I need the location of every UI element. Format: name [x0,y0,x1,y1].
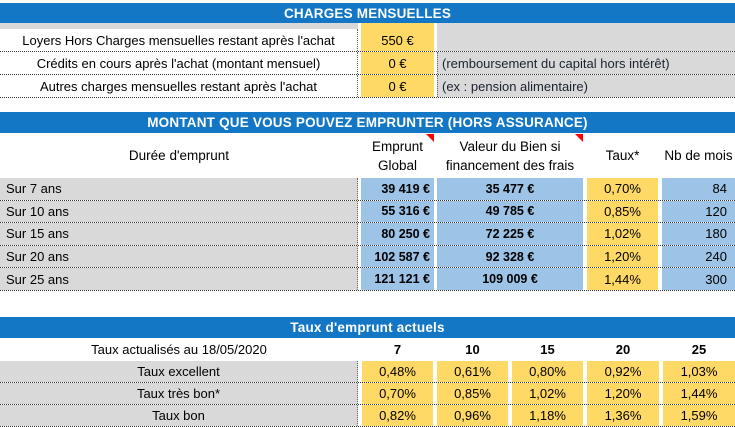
table-row: Taux très bon* 0,70% 0,85% 1,02% 1,20% 1… [0,382,735,405]
valeur-bien-cell: 49 785 € [437,200,583,223]
column-header-label: Valeur du Bien si financement des frais [445,138,575,173]
taux-value-cell: 1,36% [587,404,659,426]
taux-value-cell: 1,03% [663,360,735,382]
section-title-bar: MONTANT QUE VOUS POUVEZ EMPRUNTER (HORS … [0,112,735,133]
charge-label: Loyers Hors Charges mensuelles restant a… [0,29,358,51]
column-header-25: 25 [691,341,707,357]
taux-cell: 1,20% [587,245,658,268]
column-header-nb-mois: Nb de mois [664,148,733,163]
valeur-bien-cell: 92 328 € [437,245,583,268]
charge-value-input[interactable]: 550 € [361,29,434,51]
column-header-duree: Durée d'emprunt [128,148,230,163]
section-title-bar: CHARGES MENSUELLES [0,3,735,23]
emprunt-global-cell: 102 587 € [361,245,434,268]
taux-row-label: Taux bon [0,404,358,426]
taux-value-cell: 0,96% [437,404,508,426]
column-header-row: Taux actualisés au 18/05/2020 7 10 15 20… [0,338,735,361]
taux-value-cell: 1,18% [512,404,583,426]
nb-mois-cell: 180 [662,223,735,245]
table-row: Sur 20 ans 102 587 € 92 328 € 1,20% 240 [0,245,735,269]
taux-value-cell: 0,85% [437,382,508,404]
spacer-cell [361,23,434,29]
valeur-bien-cell: 109 009 € [437,268,583,290]
column-header-7: 7 [393,341,402,357]
taux-row-label: Taux excellent [0,360,358,382]
taux-value-cell: 1,02% [512,382,583,404]
taux-value-cell: 0,82% [362,404,433,426]
charge-label: Crédits en cours après l'achat (montant … [0,52,358,74]
comment-indicator-icon [575,134,583,142]
column-header-row: Durée d'emprunt Emprunt Global Valeur du… [0,133,735,178]
section-title-bar: Taux d'emprunt actuels [0,316,735,338]
nb-mois-cell: 84 [662,178,735,200]
section-taux-actuels: Taux d'emprunt actuels Taux actualisés a… [0,316,735,427]
column-header-label: Emprunt Global [371,138,424,173]
charge-note: (ex : pension alimentaire) [437,75,735,97]
section-title: MONTANT QUE VOUS POUVEZ EMPRUNTER (HORS … [147,115,588,130]
table-row: Loyers Hors Charges mensuelles restant a… [0,29,735,52]
duree-cell: Sur 15 ans [0,223,358,245]
taux-value-cell: 0,61% [437,360,508,382]
emprunt-global-cell: 39 419 € [361,178,434,200]
taux-date-label: Taux actualisés au 18/05/2020 [91,341,267,357]
valeur-bien-cell: 72 225 € [437,223,583,245]
valeur-bien-cell: 35 477 € [437,178,583,200]
taux-value-cell: 0,92% [587,360,659,382]
taux-value-cell: 0,80% [512,360,583,382]
table-row: Autres charges mensuelles restant après … [0,75,735,98]
column-header-20: 20 [615,341,631,357]
table-row: Sur 10 ans 55 316 € 49 785 € 0,85% 120 [0,200,735,224]
column-header-15: 15 [540,341,555,357]
section-charges-mensuelles: CHARGES MENSUELLES Loyers Hors Charges m… [0,3,735,98]
nb-mois-cell: 300 [662,268,735,290]
taux-cell: 1,02% [587,223,658,245]
table-row: Sur 25 ans 121 121 € 109 009 € 1,44% 300 [0,268,735,291]
taux-value-cell: 0,70% [362,382,433,404]
taux-cell: 0,70% [587,178,658,200]
taux-row-label: Taux très bon* [0,382,358,404]
section-title: CHARGES MENSUELLES [283,5,452,21]
duree-cell: Sur 25 ans [0,268,358,290]
column-header-taux: Taux* [605,148,640,163]
emprunt-global-cell: 55 316 € [361,200,434,223]
taux-value-cell: 1,20% [587,382,659,404]
charge-value-input[interactable]: 0 € [361,75,434,97]
column-header-valeur-bien: Valeur du Bien si financement des frais [437,133,583,178]
taux-cell: 0,85% [587,200,658,223]
comment-indicator-icon [426,134,434,142]
table-row: Crédits en cours après l'achat (montant … [0,52,735,75]
emprunt-global-cell: 80 250 € [361,223,434,245]
section-montant-emprunt: MONTANT QUE VOUS POUVEZ EMPRUNTER (HORS … [0,112,735,291]
column-header-10: 10 [465,341,480,357]
spacer-cell [437,23,735,29]
taux-value-cell: 1,59% [663,404,735,426]
duree-cell: Sur 20 ans [0,245,358,268]
taux-cell: 1,44% [587,268,658,290]
charge-value-input[interactable]: 0 € [361,52,434,74]
spacer-cell [0,23,358,29]
table-row: Taux bon 0,82% 0,96% 1,18% 1,36% 1,59% [0,404,735,427]
table-row: Taux excellent 0,48% 0,61% 0,80% 0,92% 1… [0,360,735,383]
section-title: Taux d'emprunt actuels [290,319,445,335]
charge-note: (remboursement du capital hors intérêt) [437,52,735,74]
charge-label: Autres charges mensuelles restant après … [0,75,358,97]
taux-value-cell: 0,48% [362,360,433,382]
charge-note [437,29,735,51]
nb-mois-cell: 120 [662,200,735,223]
taux-value-cell: 1,44% [663,382,735,404]
column-header-emprunt-global: Emprunt Global [361,133,434,178]
nb-mois-cell: 240 [662,245,735,268]
table-row: Sur 7 ans 39 419 € 35 477 € 0,70% 84 [0,178,735,201]
duree-cell: Sur 7 ans [0,178,358,200]
table-row: Sur 15 ans 80 250 € 72 225 € 1,02% 180 [0,223,735,246]
emprunt-global-cell: 121 121 € [361,268,434,290]
spacer-row [0,23,735,29]
duree-cell: Sur 10 ans [0,200,358,223]
